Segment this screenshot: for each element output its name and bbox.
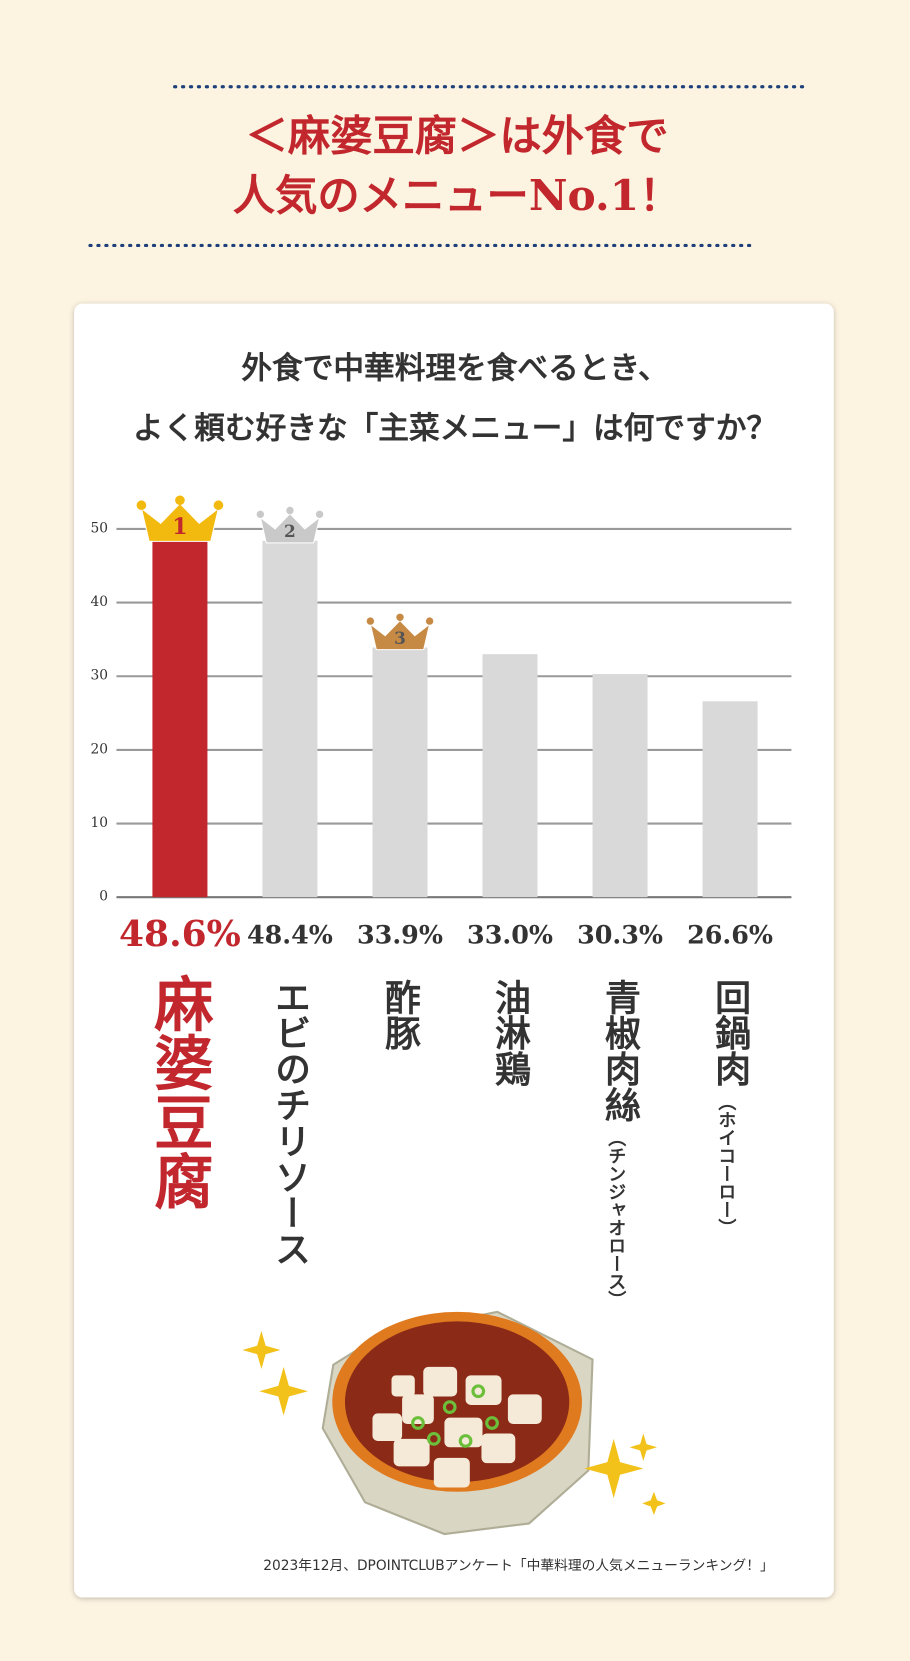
bar xyxy=(372,647,428,898)
value-label: 26.6% xyxy=(687,919,773,949)
category-reading: （チンジャオロース） xyxy=(605,1129,626,1309)
y-tick-label: 30 xyxy=(90,668,107,684)
rank-label: 3 xyxy=(394,628,406,648)
crown-jewel xyxy=(256,510,265,519)
bar xyxy=(262,540,318,898)
bar xyxy=(152,539,208,898)
crown-jewel xyxy=(315,510,324,519)
category-reading: （ホイコーロー） xyxy=(715,1093,736,1237)
crown-shape xyxy=(369,619,431,651)
question: よく頼む好きな「主菜メニュー」は何ですか？ xyxy=(133,411,777,447)
value-label: 48.4% xyxy=(247,919,333,949)
crown-jewel xyxy=(396,613,404,621)
crown-jewel xyxy=(175,495,185,506)
crown-jewel xyxy=(366,617,375,625)
category-label: 酢豚 xyxy=(379,978,421,1050)
y-tick-label: 50 xyxy=(90,520,107,536)
bar xyxy=(482,654,538,898)
title: ＜麻婆豆腐＞は外食で xyxy=(246,111,669,161)
title: 人気のメニューNo.1！ xyxy=(233,170,682,220)
value-label: 30.3% xyxy=(577,919,663,949)
question: 外食で中華料理を食べるとき、 xyxy=(241,350,668,386)
crown-shape xyxy=(140,502,220,542)
rank-label: 1 xyxy=(172,514,187,540)
value-label: 33.0% xyxy=(467,919,553,949)
y-tick-label: 40 xyxy=(90,594,107,610)
value-label: 48.6% xyxy=(119,913,241,955)
crown: 3 xyxy=(366,613,434,651)
bar xyxy=(702,701,758,898)
category-label: 油淋鶏 xyxy=(489,978,531,1086)
y-tick-label: 10 xyxy=(90,815,107,831)
category-label: 回鍋肉 xyxy=(709,979,751,1087)
crown-jewel xyxy=(213,500,224,511)
crown: 2 xyxy=(256,506,324,544)
crown: 1 xyxy=(136,495,224,542)
category-label: エビのチリソース xyxy=(269,979,311,1267)
crown-shape xyxy=(259,512,321,544)
footnote: 2023年12月、DPOINTCLUBアンケート「中華料理の人気メニューランキン… xyxy=(263,1558,774,1574)
y-tick-label: 20 xyxy=(90,741,107,757)
bowl-illustration xyxy=(321,1310,594,1536)
category-label: 麻婆豆腐 xyxy=(145,973,215,1210)
sparkles xyxy=(242,1330,666,1516)
crown-jewel xyxy=(425,617,434,625)
bar xyxy=(592,674,648,898)
category-label: 青椒肉絲 xyxy=(599,978,641,1122)
value-label: 33.9% xyxy=(357,919,443,949)
crown-jewel xyxy=(136,500,147,511)
rank-label: 2 xyxy=(284,521,296,541)
y-tick-label: 0 xyxy=(99,889,108,905)
crown-jewel xyxy=(286,506,294,515)
